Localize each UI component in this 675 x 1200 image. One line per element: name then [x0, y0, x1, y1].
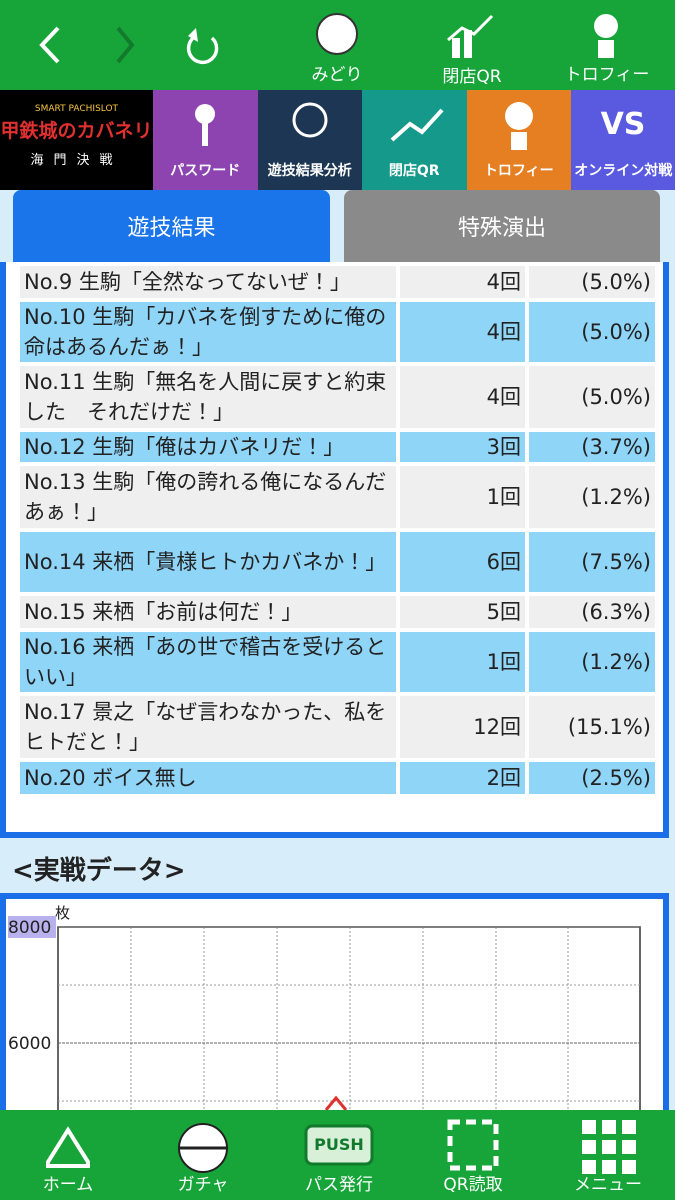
nav-label[interactable]: みどり	[311, 65, 363, 85]
tile-online[interactable]: VS オンライン対戦	[571, 90, 675, 190]
row-count: 4回	[400, 302, 525, 362]
trophy-head	[594, 14, 618, 38]
nav-label[interactable]: トロフィー	[564, 65, 650, 85]
row-label: No.16 来栖「あの世で稽古を受けるといい」	[20, 632, 396, 692]
row-label: No.13 生駒「俺の誇れる俺になるんだあぁ！」	[20, 466, 396, 528]
nav-label[interactable]: 閉店QR	[442, 67, 502, 87]
row-count: 1回	[400, 632, 525, 692]
nav-label[interactable]: QR読取	[443, 1175, 503, 1195]
data-point	[324, 1095, 348, 1110]
tile-trophy[interactable]: トロフィー	[466, 90, 571, 190]
back-icon[interactable]	[39, 26, 60, 64]
row-percent: (1.2%)	[529, 632, 655, 692]
tile-password[interactable]: パスワード	[153, 90, 258, 190]
row-count: 4回	[400, 266, 525, 298]
tick-highlight	[8, 916, 56, 938]
row-count: 12回	[400, 696, 525, 758]
nav-label[interactable]: ホーム	[42, 1175, 94, 1195]
y-unit: 枚	[55, 904, 70, 922]
row-percent: (6.3%)	[529, 596, 655, 628]
result-table: No.9 生駒「全然なってないぜ！」 4回 (5.0%) No.10 生駒「カバネを倒…	[0, 262, 669, 838]
chart-box	[0, 893, 669, 1123]
tab-active[interactable]: 遊技結果	[13, 190, 330, 262]
tile-label: オンライン対戦	[574, 163, 673, 179]
row-percent: (15.1%)	[529, 696, 655, 758]
home-icon[interactable]	[46, 1126, 90, 1168]
row-percent: (5.0%)	[529, 302, 655, 362]
push-label: PUSH	[314, 1135, 364, 1154]
qr-bar	[452, 38, 460, 58]
nav-label[interactable]: メニュー	[574, 1175, 642, 1195]
tab[interactable]: 特殊演出	[344, 190, 660, 262]
row-percent: (2.5%)	[529, 762, 655, 794]
y-tick-label: 6000	[8, 1034, 51, 1054]
row-label: No.14 来栖「貴様ヒトかカバネか！」	[20, 532, 396, 592]
row-percent: (7.5%)	[529, 532, 655, 592]
row-percent: (1.2%)	[529, 466, 655, 528]
row-percent: (5.0%)	[529, 366, 655, 428]
top-icons	[39, 13, 618, 65]
tile-label: パスワード	[170, 163, 241, 179]
tile-qr[interactable]: 閉店QR	[362, 90, 467, 190]
trophy-body	[598, 40, 614, 58]
chart: 枚 8000 6000	[8, 904, 641, 1110]
row-label: No.10 生駒「カバネを倒すために俺の命はあるんだぁ！」	[20, 302, 396, 362]
tile-label: 閉店QR	[388, 163, 440, 179]
bottom-icons: PUSH	[46, 1119, 636, 1174]
nav-label[interactable]: ガチャ	[177, 1175, 229, 1195]
menu-icon[interactable]	[582, 1120, 636, 1174]
row-label: No.20 ボイス無し	[20, 762, 396, 794]
game-logo[interactable]: SMART PACHISLOT 甲鉄城のカバネリ 海門決戦	[0, 90, 153, 190]
row-count: 4回	[400, 366, 525, 428]
qr-line	[447, 14, 494, 42]
qr-icon[interactable]	[447, 1119, 499, 1171]
section-title: <実戦データ>	[12, 856, 186, 886]
tile-label: 遊技結果分析	[267, 163, 352, 179]
logo-subtitle: 海門決戦	[30, 153, 123, 168]
row-label: No.15 来栖「お前は何だ！」	[20, 596, 396, 628]
qr-bar	[464, 30, 472, 58]
push-icon[interactable]	[304, 1124, 374, 1166]
refresh-arrow	[188, 28, 198, 42]
refresh-icon[interactable]	[186, 34, 219, 65]
row-label: No.17 景之「なぜ言わなかった、私をヒトだと！」	[20, 696, 396, 758]
forward-icon[interactable]	[116, 26, 135, 64]
nav-label[interactable]: パス発行	[305, 1175, 373, 1195]
row-label: No.11 生駒「無名を人間に戻すと約束した それだけだ！」	[20, 366, 396, 428]
bottom-bar: PUSH	[0, 1110, 675, 1200]
row-label: No.9 生駒「全然なってないぜ！」	[20, 266, 396, 298]
row-percent: (3.7%)	[529, 432, 655, 462]
plot-frame	[57, 926, 641, 1110]
row-count: 6回	[400, 532, 525, 592]
midori-icon[interactable]	[316, 13, 358, 55]
top-bar: みどり 閉店QR トロフィー	[0, 0, 675, 90]
svg-text:VS: VS	[601, 107, 646, 142]
row-percent: (5.0%)	[529, 266, 655, 298]
row-label: No.12 生駒「俺はカバネリだ！」	[20, 432, 396, 462]
tile-analysis[interactable]: 遊技結果分析	[257, 90, 362, 190]
row-count: 5回	[400, 596, 525, 628]
y-tick-label: 8000	[8, 918, 51, 938]
logo-title: 甲鉄城のカバネリ	[0, 120, 153, 142]
tile-label: トロフィー	[483, 163, 554, 179]
row-count: 2回	[400, 762, 525, 794]
row-count: 1回	[400, 466, 525, 528]
logo-brand: SMART PACHISLOT	[34, 104, 119, 114]
row-count: 3回	[400, 432, 525, 462]
